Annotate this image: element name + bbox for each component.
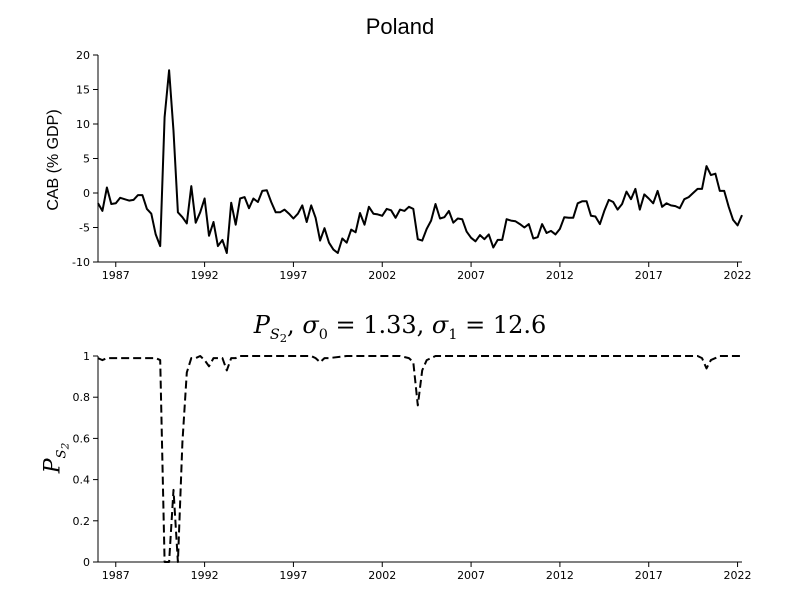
y-tick-label-1-5: 1 <box>83 350 90 363</box>
y-tick-label-1-2: 0.4 <box>73 474 91 487</box>
x-tick-label-1-1: 1992 <box>191 569 219 582</box>
title-s: S <box>269 327 280 343</box>
x-tick-label-1-4: 2007 <box>457 569 485 582</box>
x-tick-label-1-0: 1987 <box>102 569 130 582</box>
y-tick-label-0-4: 10 <box>76 118 90 131</box>
x-tick-label-0-6: 2017 <box>635 269 663 282</box>
y-tick-label-0-0: -10 <box>72 256 90 269</box>
x-tick-label-1-7: 2022 <box>724 569 752 582</box>
chart-title-ps2: PS2, σ0 = 1.33, σ1 = 12.6 <box>253 311 547 345</box>
series-line-0-0 <box>97 69 743 254</box>
title-sigma1: σ <box>431 311 449 339</box>
y-tick-label-1-3: 0.6 <box>73 432 91 445</box>
x-tick-label-0-7: 2022 <box>724 269 752 282</box>
x-tick-label-0-5: 2012 <box>546 269 574 282</box>
title-zero: 0 <box>318 327 328 343</box>
x-tick-label-0-3: 2002 <box>368 269 396 282</box>
x-tick-label-0-0: 1987 <box>102 269 130 282</box>
x-tick-label-0-1: 1992 <box>191 269 219 282</box>
y-tick-label-0-5: 15 <box>76 84 90 97</box>
y-tick-label-1-4: 0.8 <box>73 391 91 404</box>
x-tick-label-1-2: 1997 <box>279 569 307 582</box>
x-tick-label-1-5: 2012 <box>546 569 574 582</box>
y-tick-label-0-6: 20 <box>76 49 90 62</box>
title-eq1: = 12.6 <box>457 311 547 339</box>
title-one: 1 <box>448 327 458 343</box>
x-tick-label-1-6: 2017 <box>635 569 663 582</box>
chart-title-poland: Poland <box>365 14 435 39</box>
title-p: P <box>253 311 270 339</box>
x-tick-label-0-2: 1997 <box>279 269 307 282</box>
y-tick-label-0-3: 5 <box>83 153 90 166</box>
x-tick-label-0-4: 2007 <box>457 269 485 282</box>
title-sigma0: σ <box>302 311 319 339</box>
y-tick-label-1-1: 0.2 <box>73 515 91 528</box>
x-tick-label-1-3: 2002 <box>368 569 396 582</box>
title-two: 2 <box>279 331 288 345</box>
y-tick-label-0-1: -5 <box>79 222 90 235</box>
y-tick-label-0-2: 0 <box>83 187 90 200</box>
y-tick-label-1-0: 0 <box>83 556 90 569</box>
series-line-1-0 <box>97 355 742 563</box>
title-eq0: = 1.33, <box>327 311 432 339</box>
